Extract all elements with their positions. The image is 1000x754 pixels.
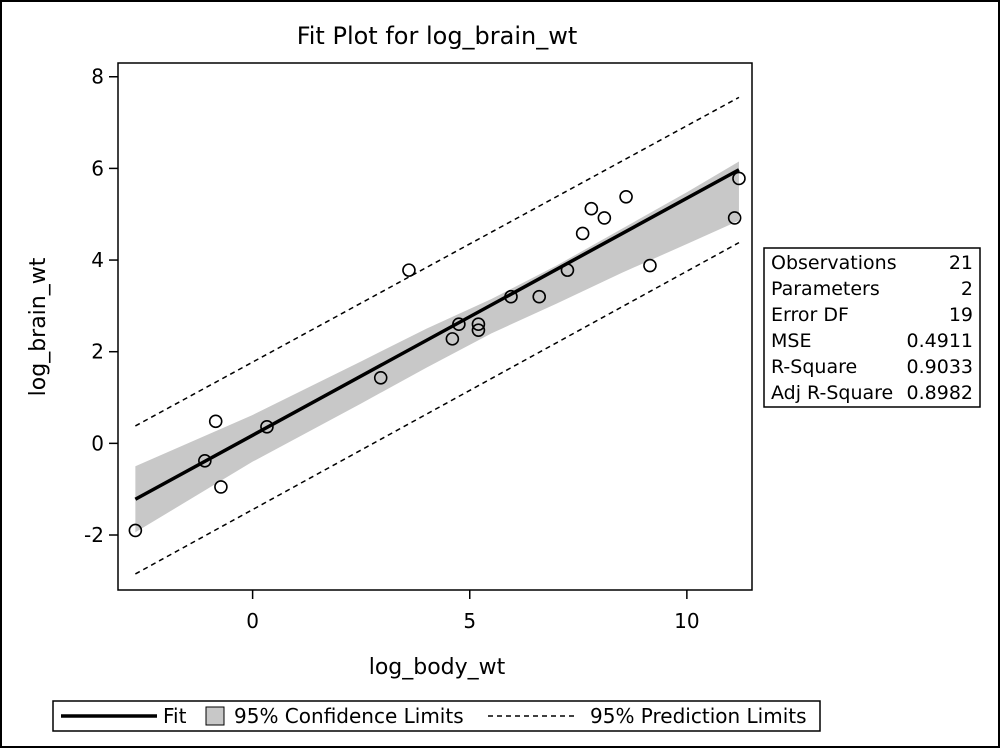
confidence-band <box>135 161 739 533</box>
x-tick-label: 0 <box>246 609 259 633</box>
stats-row-label: Error DF <box>771 304 849 326</box>
observation-point <box>727 211 742 225</box>
y-tick-label: 2 <box>91 340 104 364</box>
observation-point <box>575 226 590 241</box>
stats-table-border <box>763 247 981 408</box>
fit-line <box>134 168 740 501</box>
prediction-limit-upper <box>135 96 740 427</box>
stats-row-label: Adj R-Square <box>771 382 893 404</box>
legend-border <box>52 700 821 732</box>
legend-fit-label: Fit <box>163 704 187 728</box>
stats-row-value: 21 <box>949 252 973 274</box>
observation-point <box>471 323 486 337</box>
y-axis-label: log_brain_wt <box>26 257 51 396</box>
observation-point <box>373 371 388 385</box>
observation-point <box>532 289 547 304</box>
legend-prediction-label: 95% Prediction Limits <box>590 704 807 728</box>
stats-row-value: 0.4911 <box>907 330 973 352</box>
y-tick-label: 8 <box>91 65 104 89</box>
observation-point <box>504 289 518 304</box>
stats-row-label: MSE <box>771 330 811 352</box>
plot-area <box>117 62 753 591</box>
stats-row-value: 2 <box>961 278 973 300</box>
legend: Fit 95% Confidence Limits 95% Prediction… <box>52 700 821 732</box>
stats-row-label: Parameters <box>771 278 880 300</box>
plot-layer <box>128 96 746 575</box>
observation-point <box>445 332 460 346</box>
observation-point <box>732 171 746 186</box>
stats-row-label: R-Square <box>771 356 857 378</box>
observation-point <box>198 453 212 468</box>
observation-point <box>584 201 599 216</box>
observation-point <box>619 190 633 204</box>
observation-point <box>597 211 612 225</box>
x-axis-label: log_body_wt <box>369 655 506 680</box>
y-tick-label: -2 <box>84 523 104 547</box>
observation-point <box>452 317 466 332</box>
x-tick-label: 5 <box>463 609 476 633</box>
stats-row-value: 0.9033 <box>907 356 973 378</box>
prediction-limit-lower <box>135 241 740 575</box>
legend-confidence-label: 95% Confidence Limits <box>234 704 464 728</box>
observation-point <box>128 523 143 538</box>
observation-point <box>402 263 416 277</box>
stats-row-value: 0.8982 <box>907 382 973 404</box>
observation-point <box>643 258 657 273</box>
observation-point <box>260 420 274 434</box>
stats-row-value: 19 <box>949 304 973 326</box>
y-tick-label: 6 <box>91 156 104 180</box>
observation-point <box>214 480 228 494</box>
y-tick-label: 4 <box>91 248 104 272</box>
x-axis: 0 5 10 <box>246 590 700 633</box>
stats-row-label: Observations <box>771 252 897 274</box>
x-tick-label: 10 <box>674 609 699 633</box>
y-axis: -2 0 2 4 6 8 <box>84 65 118 547</box>
observation-point <box>208 414 223 429</box>
stats-table: Observations 21 Parameters 2 Error DF 19 MSE 0.… <box>763 247 981 408</box>
y-tick-label: 0 <box>91 431 104 455</box>
legend-confidence-symbol <box>205 706 225 726</box>
chart-title: Fit Plot for log_brain_wt <box>297 22 578 50</box>
observation-point <box>471 317 486 332</box>
observation-point <box>560 263 575 277</box>
